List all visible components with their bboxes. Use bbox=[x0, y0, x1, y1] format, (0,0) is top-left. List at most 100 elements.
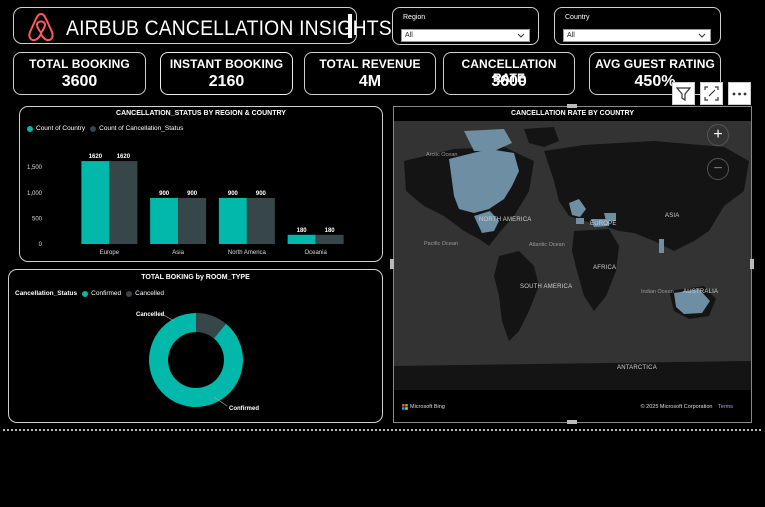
legend-title: Cancellation_Status bbox=[15, 290, 78, 297]
map-label-arctic: Arctic Ocean bbox=[426, 152, 458, 158]
region-dropdown[interactable]: All bbox=[401, 29, 530, 42]
zoom-out-button[interactable]: − bbox=[707, 158, 729, 180]
data-label: 900 bbox=[256, 191, 267, 197]
map-title-bar: CANCELLATION RATE BY COUNTRY bbox=[394, 107, 751, 121]
resize-handle[interactable] bbox=[567, 104, 577, 108]
bar bbox=[178, 197, 207, 244]
region-slicer-label: Region bbox=[403, 14, 426, 21]
terms-link[interactable]: Terms bbox=[718, 404, 733, 410]
map-label-asia: ASIA bbox=[665, 213, 680, 219]
bar bbox=[246, 197, 275, 244]
y-tick-label: 0 bbox=[39, 242, 43, 248]
bar-chart-legend: Count of Country Count of Cancellation_S… bbox=[27, 125, 183, 132]
map-label-indian: Indian Ocean bbox=[641, 289, 674, 295]
bing-brand: Microsoft Bing bbox=[402, 404, 445, 410]
data-label: 1620 bbox=[117, 154, 131, 160]
country-slicer-label: Country bbox=[565, 14, 590, 21]
kpi-instant-booking[interactable]: INSTANT BOOKING 2160 bbox=[160, 52, 293, 95]
kpi-value: 4M bbox=[358, 73, 382, 90]
bar bbox=[109, 161, 138, 244]
region-dropdown-value: All bbox=[405, 32, 413, 39]
bar bbox=[218, 197, 247, 244]
country-dropdown[interactable]: All bbox=[563, 29, 711, 42]
bar bbox=[81, 161, 110, 244]
map-label-pacific: Pacific Ocean bbox=[424, 241, 458, 247]
map-visual[interactable]: CANCELLATION RATE BY COUNTRY Arctic Ocea… bbox=[393, 106, 752, 423]
resize-handle[interactable] bbox=[750, 259, 754, 269]
kpi-value: 450% bbox=[634, 73, 676, 90]
airbnb-logo-icon bbox=[28, 12, 54, 42]
legend-swatch bbox=[27, 125, 33, 132]
resize-handle[interactable] bbox=[567, 420, 577, 424]
data-label: 900 bbox=[159, 191, 170, 197]
legend-item: Cancelled bbox=[135, 290, 165, 297]
bar bbox=[315, 234, 344, 244]
kpi-total-revenue[interactable]: TOTAL REVENUE 4M bbox=[304, 52, 436, 95]
data-label: 180 bbox=[297, 228, 308, 234]
y-tick-label: 1,500 bbox=[27, 165, 43, 171]
kpi-label: INSTANT BOOKING bbox=[169, 57, 284, 71]
bar bbox=[150, 197, 179, 244]
donut-chart-title: TOTAL BOKING by ROOM_TYPE bbox=[141, 274, 250, 281]
map-label-europe: EUROPE bbox=[590, 221, 617, 227]
title-banner: AIRBUB CANCELLATION INSIGHTS bbox=[13, 7, 392, 44]
world-map bbox=[394, 121, 751, 391]
x-tick-label: North America bbox=[228, 250, 267, 256]
y-tick-label: 500 bbox=[32, 216, 43, 222]
filter-icon bbox=[675, 87, 692, 102]
legend-swatch bbox=[90, 125, 97, 132]
map-label-antarctica: ANTARCTICA bbox=[617, 365, 657, 371]
map-label-north-america: NORTH AMERICA bbox=[479, 217, 532, 223]
map-label-atlantic: Atlantic Ocean bbox=[529, 242, 565, 248]
slice-label: Cancelled bbox=[136, 312, 165, 318]
kpi-total-booking[interactable]: TOTAL BOOKING 3600 bbox=[13, 52, 146, 95]
slice-label: Confirmed bbox=[229, 406, 259, 412]
bar-chart-plot: 1,500 1,000 500 0 1620 1620 Europe 900 900 Asia 90… bbox=[27, 154, 344, 256]
kpi-value: 2160 bbox=[208, 73, 245, 90]
page-divider bbox=[3, 429, 761, 431]
x-tick-label: Oceania bbox=[304, 250, 327, 256]
minus-icon: − bbox=[713, 160, 723, 177]
filter-button[interactable] bbox=[672, 82, 695, 105]
map-label-south-america: SOUTH AMERICA bbox=[520, 284, 573, 290]
focus-mode-icon bbox=[704, 86, 719, 101]
donut-chart-plot: Confirmed Cancelled bbox=[136, 312, 259, 412]
donut-slice bbox=[149, 313, 243, 407]
legend-item: Count of Country bbox=[36, 125, 86, 132]
region-slicer[interactable]: Region All bbox=[392, 7, 539, 45]
leader-line bbox=[161, 313, 175, 322]
x-tick-label: Asia bbox=[172, 250, 184, 256]
kpi-value: 3600 bbox=[491, 73, 527, 90]
country-dropdown-value: All bbox=[567, 32, 575, 39]
kpi-label: TOTAL REVENUE bbox=[319, 57, 421, 71]
donut-chart-panel: TOTAL BOKING by ROOM_TYPE Cancellation_S… bbox=[8, 269, 383, 423]
attribution-text: © 2025 Microsoft Corporation bbox=[640, 404, 713, 410]
focus-mode-button[interactable] bbox=[700, 82, 723, 105]
data-label: 900 bbox=[187, 191, 198, 197]
legend-item: Count of Cancellation_Status bbox=[99, 125, 184, 132]
map-attribution: © 2025 Microsoft Corporation Terms bbox=[641, 404, 733, 410]
map-title: CANCELLATION RATE BY COUNTRY bbox=[510, 110, 635, 117]
legend-swatch bbox=[126, 290, 133, 297]
leader-line bbox=[213, 396, 228, 407]
resize-handle[interactable] bbox=[390, 259, 394, 269]
data-label: 180 bbox=[325, 228, 336, 234]
kpi-label: AVG GUEST RATING bbox=[595, 57, 715, 71]
map-footer: Microsoft Bing © 2025 Microsoft Corporat… bbox=[394, 390, 751, 422]
zoom-in-button[interactable]: + bbox=[707, 124, 729, 146]
kpi-cancellation-rate[interactable]: CANCELLATION RATE 3600 bbox=[443, 52, 575, 95]
plus-icon: + bbox=[713, 126, 723, 143]
kpi-avg-guest-rating[interactable]: AVG GUEST RATING 450% bbox=[589, 52, 721, 95]
donut-chart-legend: Cancellation_Status Confirmed Cancelled bbox=[15, 290, 164, 297]
country-slicer[interactable]: Country All bbox=[554, 7, 721, 45]
legend-item: Confirmed bbox=[91, 290, 122, 297]
y-tick-label: 1,000 bbox=[27, 191, 43, 197]
bar-chart-title: CANCELLATION_STATUS BY REGION & COUNTRY bbox=[116, 110, 286, 117]
kpi-value: 3600 bbox=[61, 73, 98, 90]
more-options-button[interactable] bbox=[728, 82, 751, 105]
bing-brand-label: Microsoft Bing bbox=[410, 404, 445, 410]
data-label: 900 bbox=[228, 191, 239, 197]
more-options-icon bbox=[732, 92, 747, 96]
map-label-australia: AUSTRALIA bbox=[683, 289, 719, 295]
bar bbox=[287, 234, 316, 244]
